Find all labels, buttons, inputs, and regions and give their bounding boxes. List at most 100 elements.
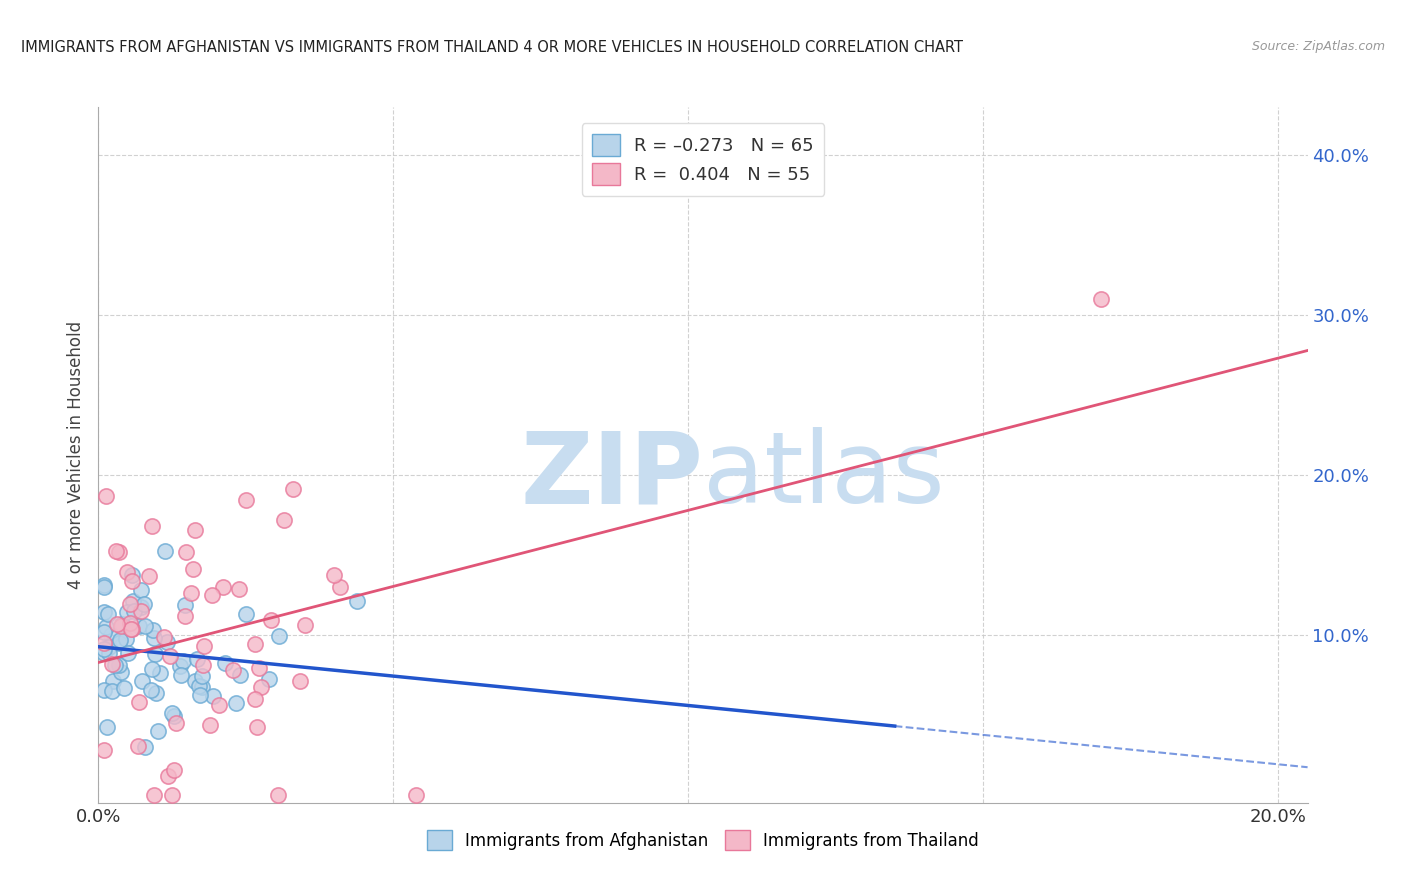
Point [247, 661, 270, 675]
Point [110, 665, 132, 679]
Point [228, 582, 250, 596]
Point [188, 688, 211, 702]
Point [181, 562, 204, 576]
Point [118, 616, 141, 631]
Point [243, 637, 266, 651]
Point [117, 565, 139, 579]
Point [202, 690, 225, 704]
Point [249, 680, 271, 694]
Point [269, 628, 291, 642]
Point [162, 706, 184, 720]
Legend: Immigrants from Afghanistan, Immigrants from Thailand: Immigrants from Afghanistan, Immigrants … [420, 823, 986, 857]
Point [138, 568, 160, 582]
Point [153, 630, 176, 644]
Point [132, 597, 155, 611]
Point [112, 681, 135, 695]
Text: atlas: atlas [703, 427, 945, 524]
Point [103, 673, 125, 688]
Point [108, 544, 131, 558]
Point [235, 607, 257, 621]
Point [121, 574, 143, 588]
Point [134, 740, 156, 755]
Point [1090, 292, 1112, 306]
Point [288, 673, 311, 688]
Point [186, 652, 208, 666]
Point [329, 580, 352, 594]
Point [174, 609, 197, 624]
Point [139, 682, 162, 697]
Point [93, 606, 115, 620]
Point [96, 720, 118, 734]
Point [163, 709, 186, 723]
Point [120, 597, 142, 611]
Point [193, 639, 215, 653]
Point [323, 568, 346, 582]
Point [267, 788, 290, 802]
Point [93, 578, 115, 592]
Point [243, 692, 266, 706]
Point [128, 619, 150, 633]
Point [235, 493, 257, 508]
Point [105, 617, 128, 632]
Point [157, 769, 180, 783]
Point [165, 716, 187, 731]
Point [222, 663, 245, 677]
Point [128, 695, 150, 709]
Point [228, 667, 250, 681]
Point [93, 743, 115, 757]
Point [121, 568, 143, 582]
Point [98, 640, 121, 654]
Point [273, 513, 295, 527]
Point [107, 636, 129, 650]
Point [121, 623, 143, 637]
Point [131, 673, 153, 688]
Point [142, 623, 165, 637]
Point [141, 662, 163, 676]
Text: IMMIGRANTS FROM AFGHANISTAN VS IMMIGRANTS FROM THAILAND 4 OR MORE VEHICLES IN HO: IMMIGRANTS FROM AFGHANISTAN VS IMMIGRANT… [21, 40, 963, 55]
Point [188, 680, 211, 694]
Point [257, 672, 280, 686]
Text: ZIP: ZIP [520, 427, 703, 524]
Point [146, 723, 169, 738]
Point [346, 594, 368, 608]
Point [115, 632, 138, 646]
Point [281, 483, 304, 497]
Text: Source: ZipAtlas.com: Source: ZipAtlas.com [1251, 40, 1385, 54]
Point [127, 739, 149, 753]
Point [129, 583, 152, 598]
Point [104, 658, 127, 673]
Point [180, 586, 202, 600]
Point [93, 581, 115, 595]
Point [405, 788, 427, 802]
Point [174, 598, 197, 612]
Point [260, 613, 283, 627]
Point [93, 682, 115, 697]
Point [108, 657, 131, 672]
Point [120, 622, 142, 636]
Point [124, 604, 146, 618]
Point [170, 668, 193, 682]
Point [111, 616, 134, 631]
Point [143, 631, 166, 645]
Point [214, 656, 236, 670]
Point [100, 657, 122, 672]
Point [143, 788, 166, 802]
Point [153, 544, 176, 558]
Point [134, 618, 156, 632]
Point [174, 544, 197, 558]
Point [212, 580, 235, 594]
Point [149, 665, 172, 680]
Point [225, 696, 247, 710]
Point [98, 647, 121, 661]
Point [246, 720, 269, 734]
Point [97, 607, 120, 621]
Point [93, 636, 115, 650]
Point [169, 658, 191, 673]
Point [129, 604, 152, 618]
Point [129, 600, 152, 615]
Y-axis label: 4 or more Vehicles in Household: 4 or more Vehicles in Household [67, 321, 86, 589]
Point [172, 654, 194, 668]
Point [93, 647, 115, 661]
Point [191, 680, 214, 694]
Point [117, 646, 139, 660]
